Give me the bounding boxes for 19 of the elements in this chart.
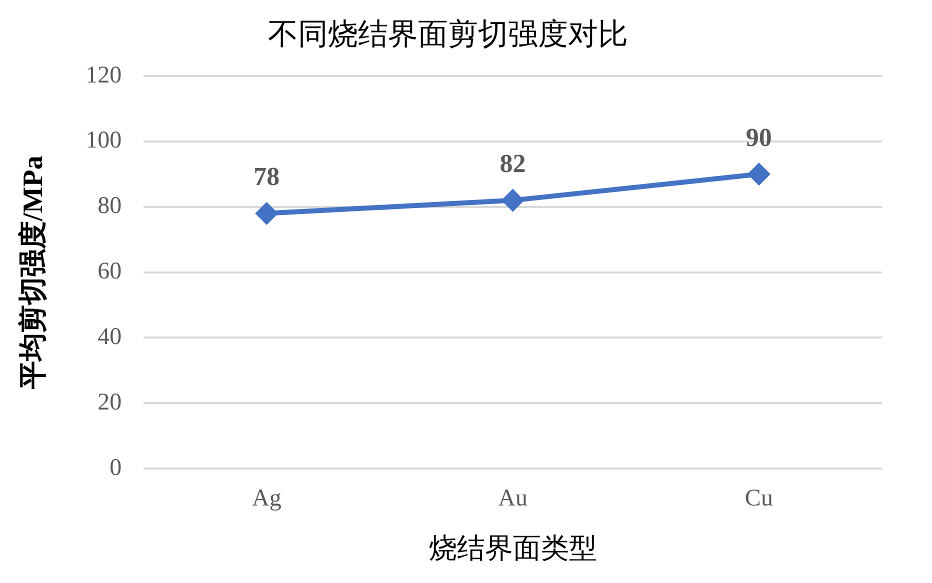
y-tick-label: 0 [110, 454, 122, 481]
data-label: 78 [254, 162, 280, 192]
y-tick-label: 20 [98, 389, 122, 416]
data-label: 90 [746, 122, 772, 152]
y-tick-label: 60 [98, 258, 122, 285]
point [256, 202, 278, 224]
y-tick-label: 40 [98, 324, 122, 350]
x-axis-title: 烧结界面类型 [428, 534, 597, 565]
y-tick-label: 100 [86, 128, 122, 154]
y-tick-label: 80 [98, 193, 122, 220]
x-tick-label: Au [498, 485, 528, 512]
data-label: 82 [500, 149, 526, 178]
y-tick-label: 120 [86, 62, 122, 88]
chart-title: 不同烧结界面剪切强度对比 [268, 18, 628, 51]
x-tick-label: Cu [744, 485, 773, 512]
point [748, 164, 770, 185]
x-tick-label: Ag [252, 485, 282, 512]
y-axis-title: 平均剪切强度/MPa [17, 156, 50, 390]
point [502, 190, 524, 211]
